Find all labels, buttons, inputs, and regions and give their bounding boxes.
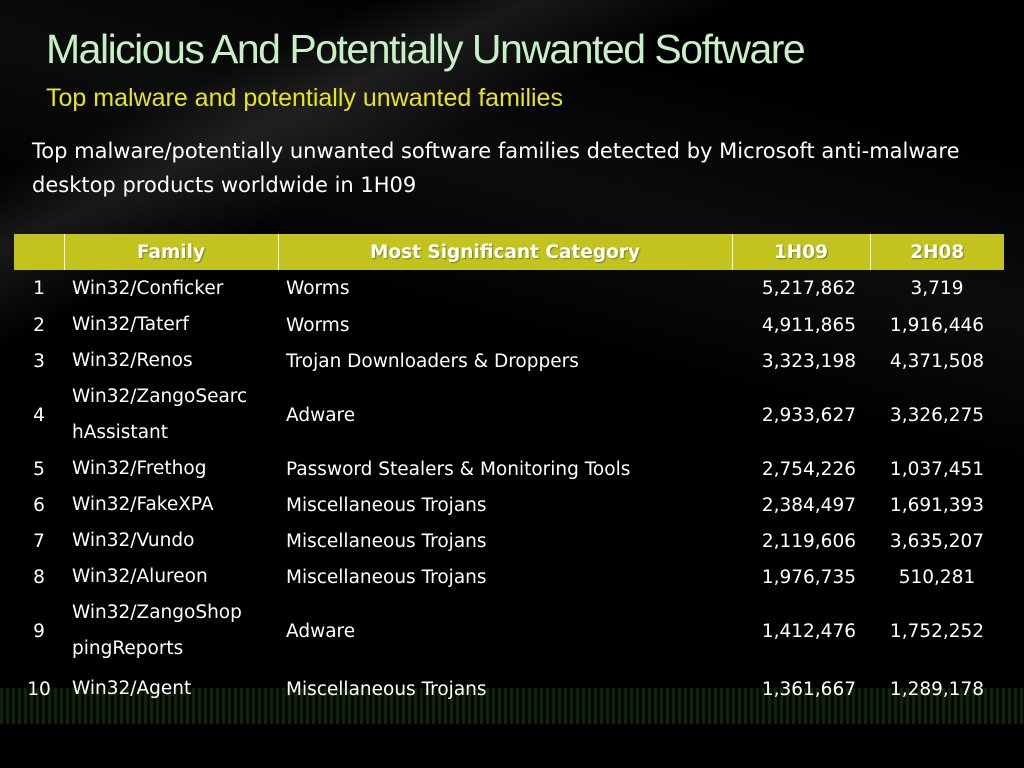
count-2h08-cell: 3,719 — [910, 278, 964, 299]
category-cell: Password Stealers & Monitoring Tools — [286, 458, 631, 480]
table-row: 3 Win32/Renos Trojan Downloaders & Dropp… — [14, 343, 1004, 379]
rank-cell: 5 — [33, 458, 45, 480]
count-1h09-cell: 5,217,862 — [761, 278, 856, 299]
count-1h09-cell: 1,976,735 — [761, 566, 856, 588]
family-line-2: hAssistant — [72, 422, 169, 443]
count-1h09-cell: 2,754,226 — [761, 458, 856, 480]
table-header-row: Family Most Significant Category 1H09 2H… — [14, 234, 1004, 270]
count-1h09-cell: 2,933,627 — [761, 404, 856, 426]
table-row: 7 Win32/Vundo Miscellaneous Trojans 2,11… — [14, 523, 1004, 559]
table-row: 1 Win32/Conficker Worms 5,217,862 3,719 — [14, 270, 1004, 307]
count-2h08-cell: 1,752,252 — [889, 620, 985, 642]
malware-families-table: Family Most Significant Category 1H09 2H… — [14, 234, 1004, 711]
count-1h09-cell: 1,361,667 — [761, 678, 856, 700]
slide-subtitle: Top malware and potentially unwanted fam… — [46, 84, 563, 112]
rank-cell: 8 — [33, 566, 45, 588]
category-cell: Miscellaneous Trojans — [286, 678, 487, 700]
category-cell: Trojan Downloaders & Droppers — [286, 350, 579, 372]
rank-cell: 4 — [33, 404, 45, 426]
count-1h09-cell: 2,384,497 — [761, 494, 856, 516]
table-row: 5 Win32/Frethog Password Stealers & Moni… — [14, 451, 1004, 487]
family-cell: Win32/Conficker — [72, 277, 224, 299]
category-cell: Miscellaneous Trojans — [286, 494, 487, 516]
count-2h08-cell: 4,371,508 — [889, 350, 985, 372]
family-cell: Win32/ZangoShop pingReports — [64, 595, 278, 667]
category-cell: Adware — [286, 404, 356, 426]
table-row: 9 Win32/ZangoShop pingReports Adware 1,41… — [14, 595, 1004, 667]
count-2h08-cell: 1,691,393 — [889, 494, 985, 516]
count-1h09-cell: 3,323,198 — [761, 350, 856, 372]
rank-cell: 7 — [33, 530, 45, 552]
family-line-1: Win32/ZangoSearc — [72, 386, 248, 407]
family-cell: Win32/Taterf — [72, 314, 189, 335]
decorative-band — [0, 688, 1024, 724]
header-1h09: 1H09 — [732, 234, 871, 270]
family-cell: Win32/Agent — [72, 678, 192, 699]
count-1h09-cell: 4,911,865 — [761, 314, 856, 336]
slide-title: Malicious And Potentially Unwanted Softw… — [46, 26, 806, 72]
table-row: 2 Win32/Taterf Worms 4,911,865 1,916,446 — [14, 307, 1004, 343]
count-2h08-cell: 1,289,178 — [889, 678, 985, 700]
count-2h08-cell: 1,916,446 — [889, 314, 985, 336]
header-2h08: 2H08 — [870, 234, 1004, 270]
slide-description: Top malware/potentially unwanted softwar… — [32, 139, 960, 197]
count-2h08-cell: 1,037,451 — [889, 458, 985, 480]
count-2h08-cell: 3,326,275 — [889, 404, 985, 426]
rank-cell: 10 — [27, 678, 51, 700]
table-row: 4 Win32/ZangoSearc hAssistant Adware 2,93… — [14, 379, 1004, 451]
header-rank — [14, 234, 65, 270]
category-cell: Miscellaneous Trojans — [286, 566, 487, 588]
family-cell: Win32/FakeXPA — [72, 494, 214, 515]
family-cell: Win32/Vundo — [72, 530, 195, 551]
rank-cell: 6 — [33, 494, 45, 516]
rank-cell: 2 — [33, 314, 45, 336]
count-2h08-cell: 510,281 — [898, 566, 976, 588]
family-cell: Win32/Renos — [72, 350, 193, 371]
family-line-1: Win32/ZangoShop — [72, 602, 242, 623]
category-cell: Worms — [286, 278, 350, 299]
rank-cell: 9 — [33, 620, 45, 642]
category-cell: Miscellaneous Trojans — [286, 530, 487, 552]
header-family: Family — [64, 234, 279, 270]
category-cell: Worms — [286, 314, 350, 336]
header-category: Most Significant Category — [278, 234, 733, 270]
table-row: 10 Win32/Agent Miscellaneous Trojans 1,3… — [14, 667, 1004, 711]
family-cell: Win32/Alureon — [72, 566, 208, 587]
table-row: 6 Win32/FakeXPA Miscellaneous Trojans 2,… — [14, 487, 1004, 523]
category-cell: Adware — [286, 620, 356, 642]
rank-cell: 3 — [33, 350, 45, 372]
count-1h09-cell: 2,119,606 — [761, 530, 856, 552]
family-cell: Win32/ZangoSearc hAssistant — [64, 379, 278, 451]
family-line-2: pingReports — [72, 638, 184, 659]
table-row: 8 Win32/Alureon Miscellaneous Trojans 1,… — [14, 559, 1004, 595]
rank-cell: 1 — [33, 278, 45, 299]
count-1h09-cell: 1,412,476 — [761, 620, 856, 642]
count-2h08-cell: 3,635,207 — [889, 530, 985, 552]
family-cell: Win32/Frethog — [72, 458, 207, 479]
